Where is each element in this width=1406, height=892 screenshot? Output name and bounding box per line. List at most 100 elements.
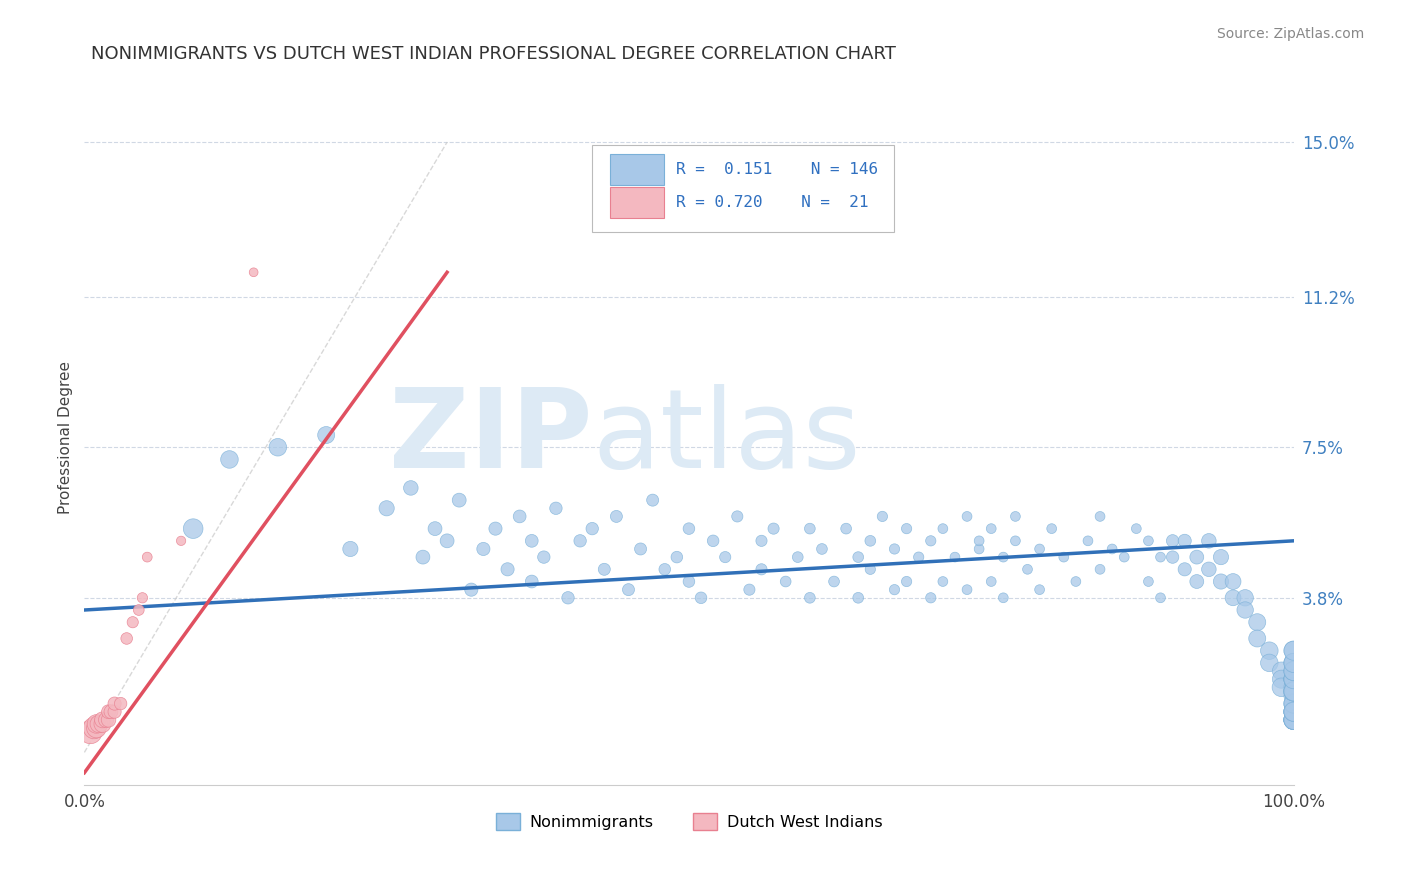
Point [1282,713,1305,727]
Point [181,522,204,536]
Point [956,509,979,524]
Point [412,550,434,565]
Point [104,697,127,711]
Point [1282,672,1305,686]
Point [339,541,361,556]
Point [641,493,664,508]
Point [1282,705,1305,719]
Point [702,533,724,548]
Point [104,705,127,719]
Point [1149,550,1171,565]
Point [956,582,979,597]
Point [1270,664,1292,678]
Point [1185,574,1208,589]
Point [846,591,869,605]
Point [993,591,1015,605]
Point [136,550,159,565]
Point [557,591,579,605]
Point [593,562,616,576]
Point [242,265,264,279]
Point [1222,574,1244,589]
Point [1137,574,1160,589]
Point [1004,533,1026,548]
Point [1282,713,1305,727]
Point [1282,713,1305,727]
Point [170,533,193,548]
Point [617,582,640,597]
Point [460,582,482,597]
Point [449,493,471,508]
Text: NONIMMIGRANTS VS DUTCH WEST INDIAN PROFESSIONAL DEGREE CORRELATION CHART: NONIMMIGRANTS VS DUTCH WEST INDIAN PROFE… [91,45,896,62]
Point [131,591,153,605]
Point [1040,522,1063,536]
Point [1282,705,1305,719]
Point [87,717,110,731]
Point [520,574,543,589]
Point [883,582,905,597]
Point [1282,689,1305,703]
Point [94,713,117,727]
Point [1282,672,1305,686]
Point [605,509,627,524]
Point [1282,713,1305,727]
Point [678,522,700,536]
Point [1282,684,1305,698]
FancyBboxPatch shape [610,154,664,185]
Point [544,501,567,516]
Point [1282,713,1305,727]
Point [1125,522,1147,536]
Text: Source: ZipAtlas.com: Source: ZipAtlas.com [1216,27,1364,41]
Point [714,550,737,565]
Point [1282,664,1305,678]
Point [1270,672,1292,686]
Text: atlas: atlas [592,384,860,491]
Point [859,562,882,576]
Point [1282,672,1305,686]
Point [1185,550,1208,565]
Point [654,562,676,576]
Point [799,591,821,605]
Point [1028,541,1050,556]
Point [121,615,143,630]
Point [896,574,918,589]
Point [678,574,700,589]
Point [509,509,531,524]
Point [1282,664,1305,678]
Point [883,541,905,556]
Y-axis label: Professional Degree: Professional Degree [58,360,73,514]
Point [218,452,240,467]
Point [1004,509,1026,524]
Point [1282,705,1305,719]
Point [1282,672,1305,686]
Point [1101,541,1123,556]
Point [823,574,845,589]
Point [1282,684,1305,698]
Point [79,725,101,739]
Point [751,533,773,548]
Point [1234,591,1257,605]
Point [484,522,506,536]
Point [1246,632,1268,646]
Point [1282,684,1305,698]
Point [846,550,869,565]
Point [520,533,543,548]
Point [967,541,990,556]
Point [115,632,138,646]
Point [1064,574,1087,589]
Point [1282,656,1305,670]
Legend: Nonimmigrants, Dutch West Indians: Nonimmigrants, Dutch West Indians [489,806,889,836]
Point [1234,603,1257,617]
Point [859,533,882,548]
Point [315,428,337,442]
Point [630,541,652,556]
Point [1282,697,1305,711]
Point [1161,550,1184,565]
Point [1209,574,1232,589]
Point [786,550,808,565]
Point [1282,684,1305,698]
Point [399,481,422,495]
Point [920,533,942,548]
Point [1017,562,1039,576]
Point [100,705,122,719]
Point [1282,713,1305,727]
